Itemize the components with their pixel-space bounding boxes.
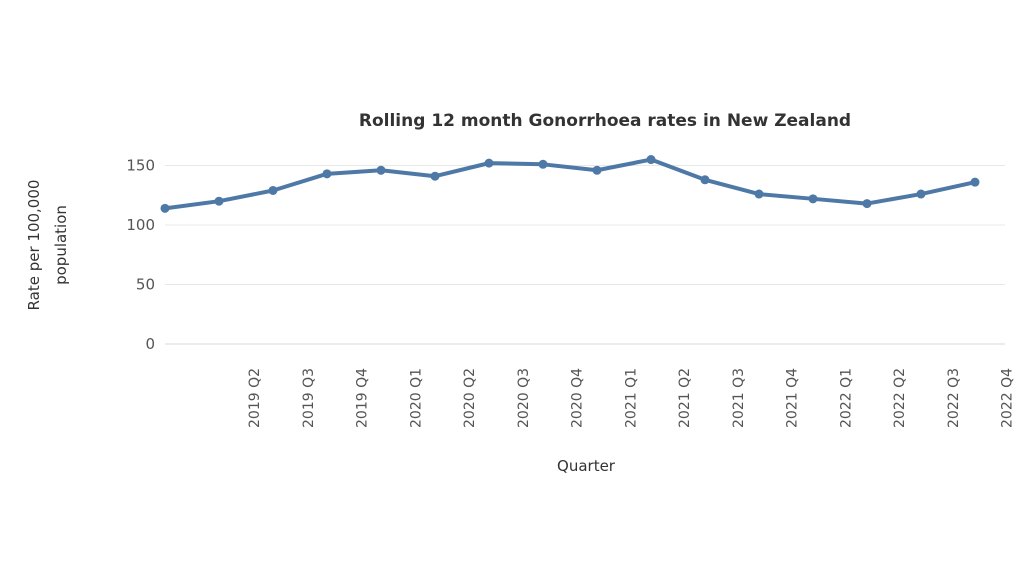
data-point	[268, 185, 278, 195]
data-point	[160, 203, 170, 213]
y-tick-label: 50	[136, 276, 155, 294]
x-tick-label: 2020 Q1	[408, 368, 424, 428]
series	[160, 155, 980, 213]
x-tick-label: 2020 Q4	[570, 368, 586, 428]
data-point	[646, 155, 656, 165]
x-tick-label: 2019 Q4	[355, 368, 371, 428]
data-point	[214, 196, 224, 206]
data-point	[322, 169, 332, 179]
chart-title: Rolling 12 month Gonorrhoea rates in New…	[359, 111, 851, 131]
x-tick-label: 2019 Q2	[247, 368, 263, 428]
series-line	[163, 157, 977, 211]
x-tick-label: 2020 Q2	[462, 368, 478, 428]
x-tick-label: 2021 Q4	[785, 368, 801, 428]
x-axis-ticks: 2019 Q2 2019 Q3 2019 Q4 2020 Q1 2020 Q2 2020 …	[247, 368, 1016, 428]
data-point	[862, 199, 872, 209]
data-point	[592, 165, 602, 175]
data-point	[700, 175, 710, 185]
data-point	[376, 165, 386, 175]
data-point	[970, 177, 980, 187]
y-axis-label-line-1: Rate per 100,000	[25, 180, 43, 311]
x-tick-label: 2022 Q4	[1000, 368, 1016, 428]
x-tick-label: 2022 Q1	[838, 368, 854, 428]
y-axis-ticks: 0 50 100 150	[126, 157, 155, 354]
y-tick-label: 0	[145, 335, 155, 353]
data-point	[484, 158, 494, 168]
data-point	[430, 171, 440, 181]
x-tick-label: 2021 Q3	[731, 368, 747, 428]
x-tick-label: 2021 Q1	[623, 368, 639, 428]
y-tick-label: 150	[126, 157, 155, 175]
x-tick-label: 2020 Q3	[516, 368, 532, 428]
x-tick-label: 2022 Q3	[946, 368, 962, 428]
y-axis-label-line-2: population	[52, 205, 70, 285]
data-point	[754, 189, 764, 199]
x-tick-label: 2022 Q2	[892, 368, 908, 428]
gridlines	[165, 165, 1005, 345]
y-tick-label: 100	[126, 216, 155, 234]
data-point	[916, 189, 926, 199]
data-point	[808, 194, 818, 204]
data-point	[538, 159, 548, 169]
x-axis-label: Quarter	[557, 457, 616, 475]
x-tick-label: 2019 Q3	[301, 368, 317, 428]
x-tick-label: 2021 Q2	[677, 368, 693, 428]
